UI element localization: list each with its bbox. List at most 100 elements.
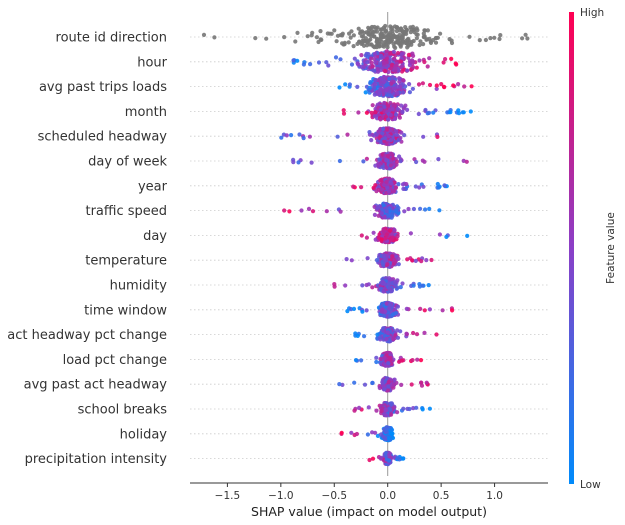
shap-point	[383, 276, 388, 281]
shap-point	[434, 332, 439, 337]
feature-label: humidity	[110, 279, 168, 294]
shap-point	[403, 103, 408, 108]
shap-point	[382, 387, 387, 392]
shap-point	[460, 110, 465, 115]
shap-point	[411, 283, 416, 288]
shap-point	[398, 285, 403, 290]
shap-point	[384, 88, 389, 93]
shap-point	[355, 61, 360, 66]
shap-point	[407, 406, 412, 412]
shap-point	[351, 44, 356, 49]
shap-point	[398, 26, 403, 31]
shap-point	[405, 42, 411, 47]
shap-point	[388, 407, 393, 412]
shap-point	[453, 61, 458, 66]
shap-point	[279, 135, 284, 140]
shap-point	[359, 233, 364, 238]
shap-point	[407, 82, 412, 87]
shap-point	[374, 258, 380, 263]
shap-point	[427, 206, 432, 211]
shap-point	[387, 306, 392, 311]
shap-point	[291, 58, 296, 63]
shap-point	[477, 38, 482, 43]
shap-point	[400, 82, 406, 87]
shap-point	[364, 235, 369, 240]
shap-point	[379, 237, 384, 242]
shap-point	[421, 42, 426, 47]
shap-point	[386, 154, 391, 159]
shap-point	[380, 380, 385, 385]
shap-point	[289, 133, 294, 138]
shap-point	[397, 76, 402, 81]
shap-point	[395, 328, 400, 333]
shap-point	[381, 44, 387, 49]
feature-label: act headway pct change	[7, 328, 167, 343]
shap-point	[426, 283, 431, 288]
shap-point	[364, 308, 369, 313]
shap-point	[339, 430, 344, 435]
shap-point	[384, 427, 389, 432]
shap-point	[464, 159, 469, 164]
shap-point	[324, 209, 329, 214]
shap-point	[376, 92, 382, 97]
shap-point	[384, 127, 389, 132]
shap-point	[427, 82, 433, 88]
shap-point	[407, 63, 412, 68]
shap-point	[378, 32, 383, 37]
shap-point	[386, 133, 391, 139]
shap-point	[411, 330, 416, 336]
shap-point	[333, 55, 339, 60]
x-axis-ticks: −1.5 −1.0 −0.5 0.0 0.5 1.0	[215, 483, 503, 502]
shap-point	[366, 25, 371, 30]
shap-point	[438, 31, 443, 36]
shap-point	[340, 33, 345, 38]
shap-point	[375, 332, 380, 337]
shap-point	[372, 85, 377, 90]
shap-point	[394, 209, 399, 214]
shap-point	[384, 413, 389, 418]
shap-point	[497, 36, 502, 42]
shap-point	[378, 80, 383, 85]
shap-point	[427, 307, 432, 312]
shap-point	[410, 358, 415, 363]
shap-point	[372, 110, 378, 115]
shap-point	[369, 88, 375, 93]
shap-point	[442, 183, 447, 188]
shap-point	[444, 234, 449, 239]
shap-point	[374, 39, 379, 45]
shap-point	[382, 182, 387, 188]
feature-label: traffic speed	[85, 204, 167, 219]
colorbar-gradient	[569, 12, 574, 484]
shap-point	[361, 159, 366, 164]
shap-point	[326, 63, 331, 68]
shap-point	[400, 281, 405, 286]
shap-point	[386, 361, 391, 366]
shap-point	[314, 35, 319, 40]
shap-point	[365, 60, 370, 65]
shap-point	[395, 84, 400, 89]
shap-point	[349, 29, 354, 34]
shap-point	[388, 237, 393, 242]
shap-point	[413, 184, 418, 189]
shap-point	[384, 301, 389, 306]
shap-point	[437, 232, 442, 237]
shap-point	[382, 75, 387, 80]
shap-point	[282, 208, 287, 213]
shap-point	[395, 278, 400, 283]
shap-point	[402, 209, 407, 214]
shap-point	[417, 185, 422, 190]
shap-point	[301, 136, 306, 141]
shap-point	[392, 139, 397, 144]
shap-point	[394, 25, 400, 30]
shap-point	[389, 181, 394, 186]
shap-point	[373, 237, 378, 242]
shap-point	[388, 401, 393, 406]
shap-point	[408, 231, 413, 236]
shap-point	[399, 130, 404, 135]
shap-point	[400, 109, 405, 114]
shap-point	[392, 377, 397, 382]
shap-point	[388, 128, 393, 133]
shap-point	[393, 66, 398, 71]
shap-point	[378, 356, 383, 361]
